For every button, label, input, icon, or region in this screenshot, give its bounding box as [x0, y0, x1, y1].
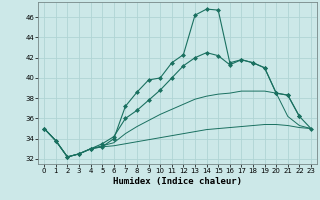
X-axis label: Humidex (Indice chaleur): Humidex (Indice chaleur) — [113, 177, 242, 186]
